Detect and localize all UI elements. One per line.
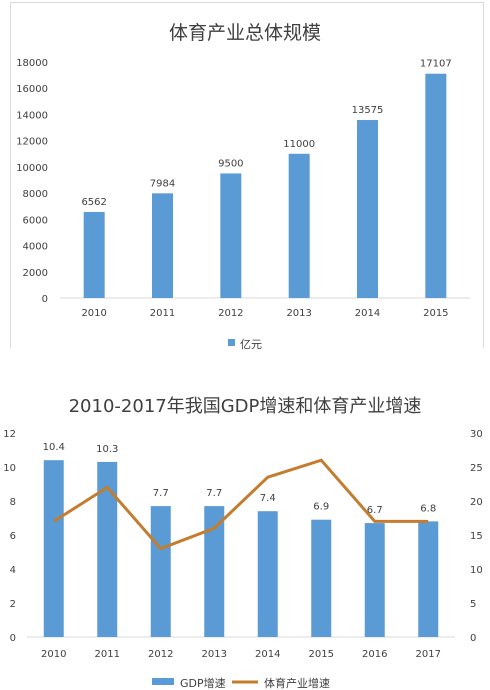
bar [425, 73, 447, 298]
chart-frame [10, 2, 484, 348]
y-tick-label: 14000 [16, 110, 48, 121]
bar [43, 460, 64, 637]
bar [83, 211, 105, 298]
x-tick-label: 2015 [309, 649, 334, 660]
chart-panel-gdp-vs-sports: 2010-2017年我国GDP增速和体育产业增速 0 2 4 6 8 10 12 0 5 10 15… [0, 380, 490, 690]
legend-swatch-bar [152, 678, 174, 685]
y-left-tick-label: 2 [10, 599, 16, 610]
y-left-tick-label: 12 [3, 429, 16, 440]
bar [220, 173, 242, 298]
data-label: 7.7 [153, 488, 169, 499]
data-label: 6.7 [367, 505, 383, 516]
bar [311, 519, 332, 637]
data-label: 7.7 [206, 488, 222, 499]
x-tick-label: 2012 [218, 308, 243, 319]
y-tick-label: 0 [42, 294, 48, 305]
y-right-tick-label: 5 [470, 599, 476, 610]
bar [204, 506, 225, 637]
data-label: 7.4 [260, 493, 276, 504]
y-tick-label: 2000 [23, 268, 48, 279]
line-series-sports-growth [52, 458, 429, 551]
x-tick-label: 2015 [423, 308, 448, 319]
data-label: 10.3 [96, 444, 118, 455]
y-tick-label: 4000 [23, 242, 48, 253]
data-label: 6.9 [313, 502, 329, 513]
data-label: 11000 [283, 139, 315, 150]
chart-panel-industry-scale: 体育产业总体规模 0 2000 4000 6000 8000 10000 12000 1400… [10, 2, 484, 350]
data-label: 13575 [352, 105, 384, 116]
x-tick-label: 2014 [255, 649, 280, 660]
divider-gap [0, 350, 490, 380]
x-tick-label: 2012 [148, 649, 173, 660]
data-label: 7984 [150, 178, 175, 189]
y-left-tick-label: 8 [10, 497, 16, 508]
data-label: 17107 [420, 59, 452, 70]
data-label: 6.8 [420, 503, 436, 514]
data-label: 10.4 [43, 442, 65, 453]
y-tick-label: 18000 [16, 58, 48, 69]
x-tick-label: 2013 [286, 308, 311, 319]
y-left-tick-label: 10 [3, 463, 16, 474]
bar [97, 461, 118, 637]
y-right-tick-label: 10 [470, 565, 483, 576]
bar [288, 153, 310, 298]
legend-swatch [228, 339, 235, 346]
chart-title: 2010-2017年我国GDP增速和体育产业增速 [68, 396, 422, 417]
legend-label: 体育产业增速 [264, 676, 330, 690]
bar [418, 521, 439, 637]
y-left-tick-label: 0 [10, 633, 16, 644]
x-tick-label: 2016 [362, 649, 387, 660]
y-right-tick-label: 0 [470, 633, 476, 644]
chart-plot-gdp-vs-sports: 0 2 4 6 8 10 12 0 5 10 15 20 25 30 10.4 2010 10.3 2011 7.7… [3, 429, 483, 690]
x-tick-label: 2011 [95, 649, 120, 660]
legend-label: GDP增速 [180, 676, 226, 690]
data-label: 9500 [218, 158, 243, 169]
x-tick-label: 2013 [202, 649, 227, 660]
y-left-tick-label: 6 [10, 531, 16, 542]
y-tick-label: 10000 [16, 163, 48, 174]
bar [357, 120, 378, 299]
y-left-tick-label: 4 [10, 565, 16, 576]
x-tick-label: 2010 [81, 308, 106, 319]
y-tick-label: 6000 [23, 215, 48, 226]
data-label: 6562 [81, 197, 106, 208]
bar [150, 506, 171, 637]
y-tick-label: 16000 [16, 84, 48, 95]
chart-plot-industry-scale: 0 2000 4000 6000 8000 10000 12000 14000 16000 180… [16, 58, 470, 350]
y-right-tick-label: 15 [470, 531, 483, 542]
y-tick-label: 12000 [16, 137, 48, 148]
legend-label: 亿元 [240, 338, 262, 350]
bar [364, 523, 385, 637]
y-tick-label: 8000 [23, 189, 48, 200]
x-tick-label: 2011 [150, 308, 175, 319]
x-tick-label: 2010 [41, 649, 66, 660]
x-tick-label: 2017 [416, 649, 441, 660]
x-tick-label: 2014 [355, 308, 380, 319]
bar [257, 511, 278, 637]
bar [152, 193, 173, 298]
y-right-tick-label: 25 [470, 463, 483, 474]
y-right-tick-label: 20 [470, 497, 483, 508]
chart-title: 体育产业总体规模 [168, 22, 321, 44]
y-right-tick-label: 30 [470, 429, 483, 440]
